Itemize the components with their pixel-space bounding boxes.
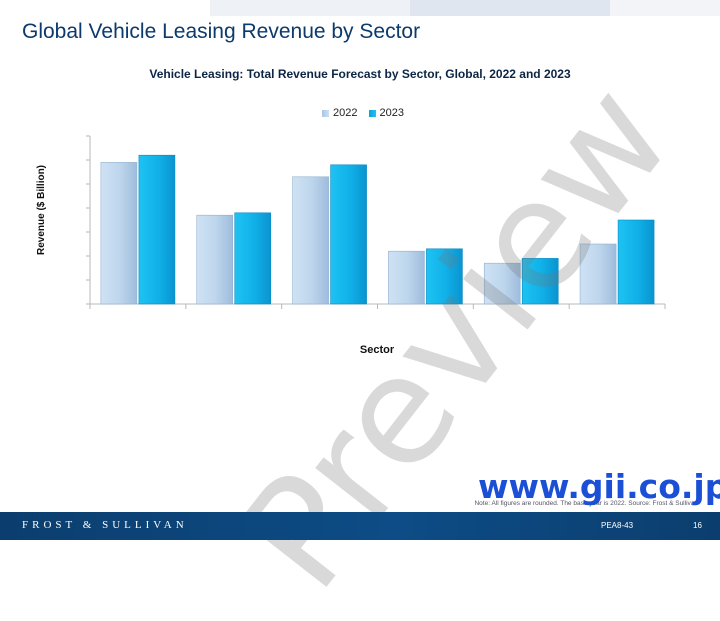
bar-2022-6 [579, 243, 617, 305]
bar-2023-5 [521, 258, 559, 305]
bar-2023-2 [234, 212, 272, 305]
bar-2023-1 [138, 154, 176, 305]
chart-axes [86, 135, 666, 309]
bar-2022-5 [483, 262, 521, 305]
legend-swatch-2022 [322, 109, 329, 117]
report-code: PEA8-43 [601, 521, 634, 530]
page-number: 16 [693, 521, 702, 530]
bar-2023-4 [426, 248, 463, 305]
x-axis-label: Sector [360, 344, 395, 356]
bar-2023-3 [330, 164, 367, 305]
footer-bar: FROST & SULLIVAN PEA8-43 16 [0, 512, 720, 540]
bar-2022-2 [196, 214, 234, 305]
chart-legend: 2022 2023 [322, 107, 412, 120]
legend-swatch-2023 [368, 109, 376, 117]
top-color-strip [0, 0, 720, 16]
bar-chart: Sector Revenue ($ Billion) [36, 135, 666, 356]
legend-label-2022: 2022 [333, 107, 358, 119]
source-note: Note: All figures are rounded. The base … [474, 500, 698, 507]
gii-watermark: www.gii.co.jp [478, 467, 720, 506]
legend-item-2023: 2023 [368, 107, 405, 119]
y-axis-label: Revenue ($ Billion) [36, 165, 47, 255]
page-title: Global Vehicle Leasing Revenue by Sector [22, 20, 421, 43]
bar-2022-4 [388, 250, 425, 305]
chart-bars [100, 154, 655, 305]
bar-2022-3 [292, 176, 329, 305]
chart-title: Vehicle Leasing: Total Revenue Forecast … [149, 67, 571, 81]
legend-label-2023: 2023 [379, 107, 405, 119]
bar-2023-6 [617, 219, 655, 305]
bar-2022-1 [100, 162, 138, 305]
legend-item-2022: 2022 [322, 107, 357, 119]
footer-brand: FROST & SULLIVAN [22, 519, 188, 531]
